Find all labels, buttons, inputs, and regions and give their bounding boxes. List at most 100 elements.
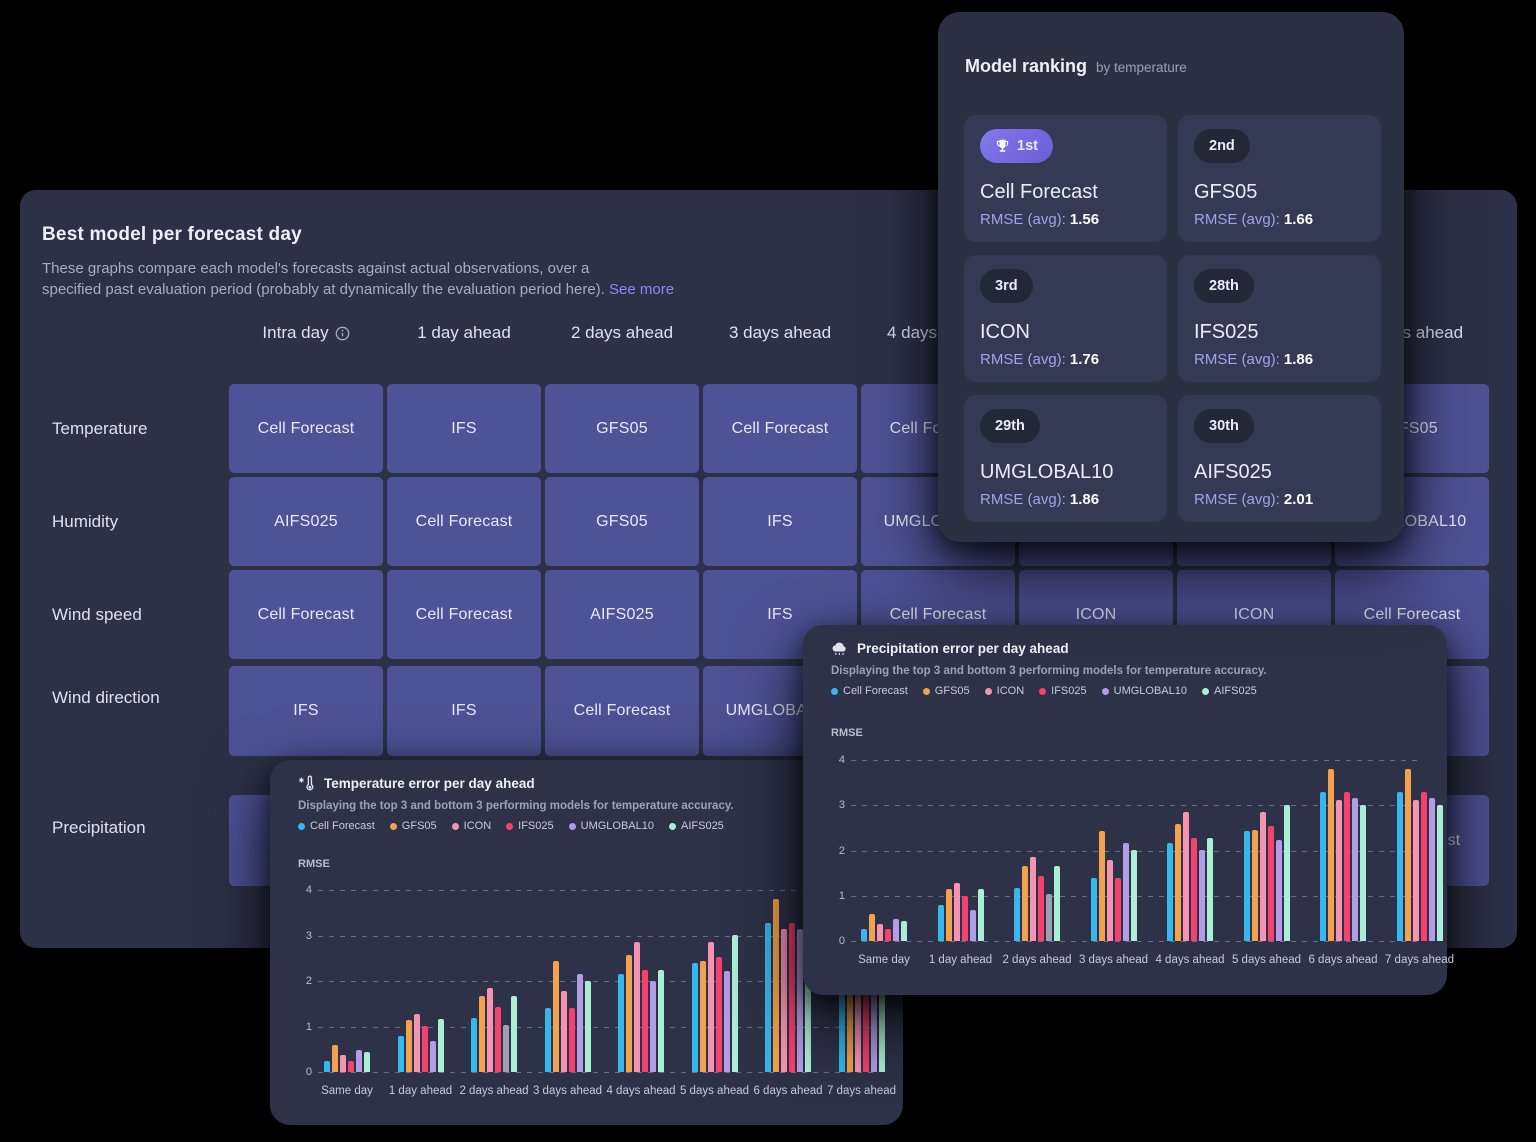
table-cell: IFS — [387, 666, 541, 756]
legend-label: IFS025 — [518, 820, 554, 832]
legend-item-ifs025[interactable]: IFS025 — [506, 820, 554, 832]
bar-ifs025 — [1344, 792, 1350, 941]
bar-cell-forecast — [1320, 792, 1326, 941]
legend-item-gfs05[interactable]: GFS05 — [922, 685, 970, 697]
y-tick-label: 4 — [305, 884, 312, 896]
bar-gfs05 — [1251, 830, 1258, 941]
bar-icon — [781, 929, 787, 1072]
legend-item-icon[interactable]: ICON — [451, 820, 492, 832]
bar-ifs025 — [715, 957, 722, 1072]
x-tick-label: 2 days ahead — [459, 1085, 529, 1097]
bar-icon — [487, 988, 493, 1072]
table-cell: AIFS025 — [545, 570, 699, 659]
model-name: AIFS025 — [1194, 461, 1272, 483]
legend-item-umglobal10[interactable]: UMGLOBAL10 — [1101, 685, 1187, 697]
gridline — [851, 895, 1423, 897]
bar-aifs025 — [1207, 838, 1213, 941]
legend-item-cell-forecast[interactable]: Cell Forecast — [831, 685, 908, 697]
rank-position: 30th — [1209, 418, 1239, 434]
ranking-tile: 30th AIFS025 RMSE (avg): 2.01 — [1178, 395, 1381, 522]
model-ranking-header: Model ranking by temperature — [965, 56, 1187, 77]
bar-icon — [854, 930, 861, 1072]
rank-badge: 2nd — [1194, 129, 1250, 163]
legend-item-icon[interactable]: ICON — [984, 685, 1024, 697]
rank-badge: 28th — [1194, 269, 1254, 303]
bar-group — [544, 890, 591, 1072]
rank-badge: 1st — [980, 129, 1053, 163]
column-header-label: 1 day ahead — [417, 323, 511, 342]
description-line2: specified past evaluation period (probab… — [42, 281, 605, 298]
rmse-label: RMSE (avg): — [980, 491, 1066, 508]
legend-dot — [389, 822, 397, 830]
legend-label: AIFS025 — [681, 820, 724, 832]
bar-icon — [1259, 812, 1266, 941]
bar-umglobal10 — [650, 981, 656, 1072]
bar-gfs05 — [332, 1045, 338, 1072]
bar-icon — [877, 924, 883, 941]
model-rmse: RMSE (avg): 1.66 — [1194, 211, 1313, 228]
ranking-tile: 28th IFS025 RMSE (avg): 1.86 — [1178, 255, 1381, 382]
bar-cell-forecast — [324, 1061, 330, 1072]
model-name: Cell Forecast — [980, 181, 1098, 203]
description-line1: These graphs compare each model's foreca… — [42, 260, 590, 277]
table-cell: IFS — [387, 384, 541, 473]
bar-aifs025 — [1283, 805, 1290, 941]
row-label-wind-direction: Wind direction — [52, 688, 160, 707]
bar-ifs025 — [1191, 838, 1197, 941]
legend-item-gfs05[interactable]: GFS05 — [389, 820, 437, 832]
column-header-intra-day: Intra day — [229, 323, 383, 343]
bar-icon — [1412, 800, 1419, 941]
chart-header: Temperature error per day ahead — [298, 775, 535, 792]
info-icon[interactable] — [335, 326, 350, 341]
chart-subtitle: Displaying the top 3 and bottom 3 perfor… — [298, 800, 734, 812]
y-tick-label: 2 — [838, 844, 845, 857]
bar-cell-forecast — [618, 974, 624, 1072]
thermometer-icon — [298, 775, 314, 791]
legend-label: ICON — [463, 820, 492, 832]
bar-cell-forecast — [691, 963, 698, 1072]
legend-item-umglobal10[interactable]: UMGLOBAL10 — [568, 820, 654, 832]
page-description: These graphs compare each model's foreca… — [42, 258, 674, 300]
y-tick-label: 3 — [838, 799, 845, 812]
see-more-link[interactable]: See more — [609, 281, 675, 298]
bar-umglobal10 — [893, 919, 899, 941]
bar-aifs025 — [584, 981, 591, 1072]
bar-cell-forecast — [1243, 831, 1250, 941]
chart-title: Temperature error per day ahead — [324, 776, 535, 791]
bar-cell-forecast — [1167, 843, 1173, 941]
legend-dot — [669, 822, 676, 830]
bar-group — [397, 890, 444, 1072]
bar-icon — [413, 1014, 420, 1072]
legend-item-aifs025[interactable]: AIFS025 — [669, 820, 724, 832]
bar-group — [1014, 760, 1060, 941]
bar-group — [1243, 760, 1290, 941]
y-tick-label: 0 — [838, 935, 845, 947]
bar-ifs025 — [642, 970, 648, 1072]
rmse-label: RMSE (avg): — [1194, 491, 1280, 508]
rank-badge: 29th — [980, 409, 1040, 443]
y-axis-label: RMSE — [298, 858, 330, 870]
bar-aifs025 — [437, 1019, 444, 1072]
gridline — [318, 1072, 877, 1073]
bar-group — [618, 890, 664, 1072]
column-header-2-days-ahead: 2 days ahead — [545, 323, 699, 343]
table-cell: Cell Forecast — [545, 666, 699, 756]
bar-gfs05 — [552, 961, 559, 1072]
legend-item-ifs025[interactable]: IFS025 — [1039, 685, 1087, 697]
y-axis-label: RMSE — [831, 727, 863, 739]
legend-item-cell-forecast[interactable]: Cell Forecast — [298, 820, 375, 832]
legend-item-aifs025[interactable]: AIFS025 — [1202, 685, 1257, 697]
rank-position: 2nd — [1209, 138, 1235, 154]
bar-aifs025 — [658, 970, 664, 1072]
bar-gfs05 — [405, 1020, 412, 1072]
bar-icon — [707, 942, 714, 1072]
table-cell: AIFS025 — [229, 477, 383, 566]
legend-label: Cell Forecast — [310, 820, 375, 832]
bar-ifs025 — [961, 896, 968, 941]
gridline — [851, 760, 1423, 761]
bar-icon — [1183, 812, 1189, 941]
bar-cell-forecast — [838, 922, 845, 1072]
rmse-value: 1.76 — [1069, 351, 1100, 368]
bar-umglobal10 — [797, 929, 803, 1072]
bar-aifs025 — [511, 996, 517, 1072]
